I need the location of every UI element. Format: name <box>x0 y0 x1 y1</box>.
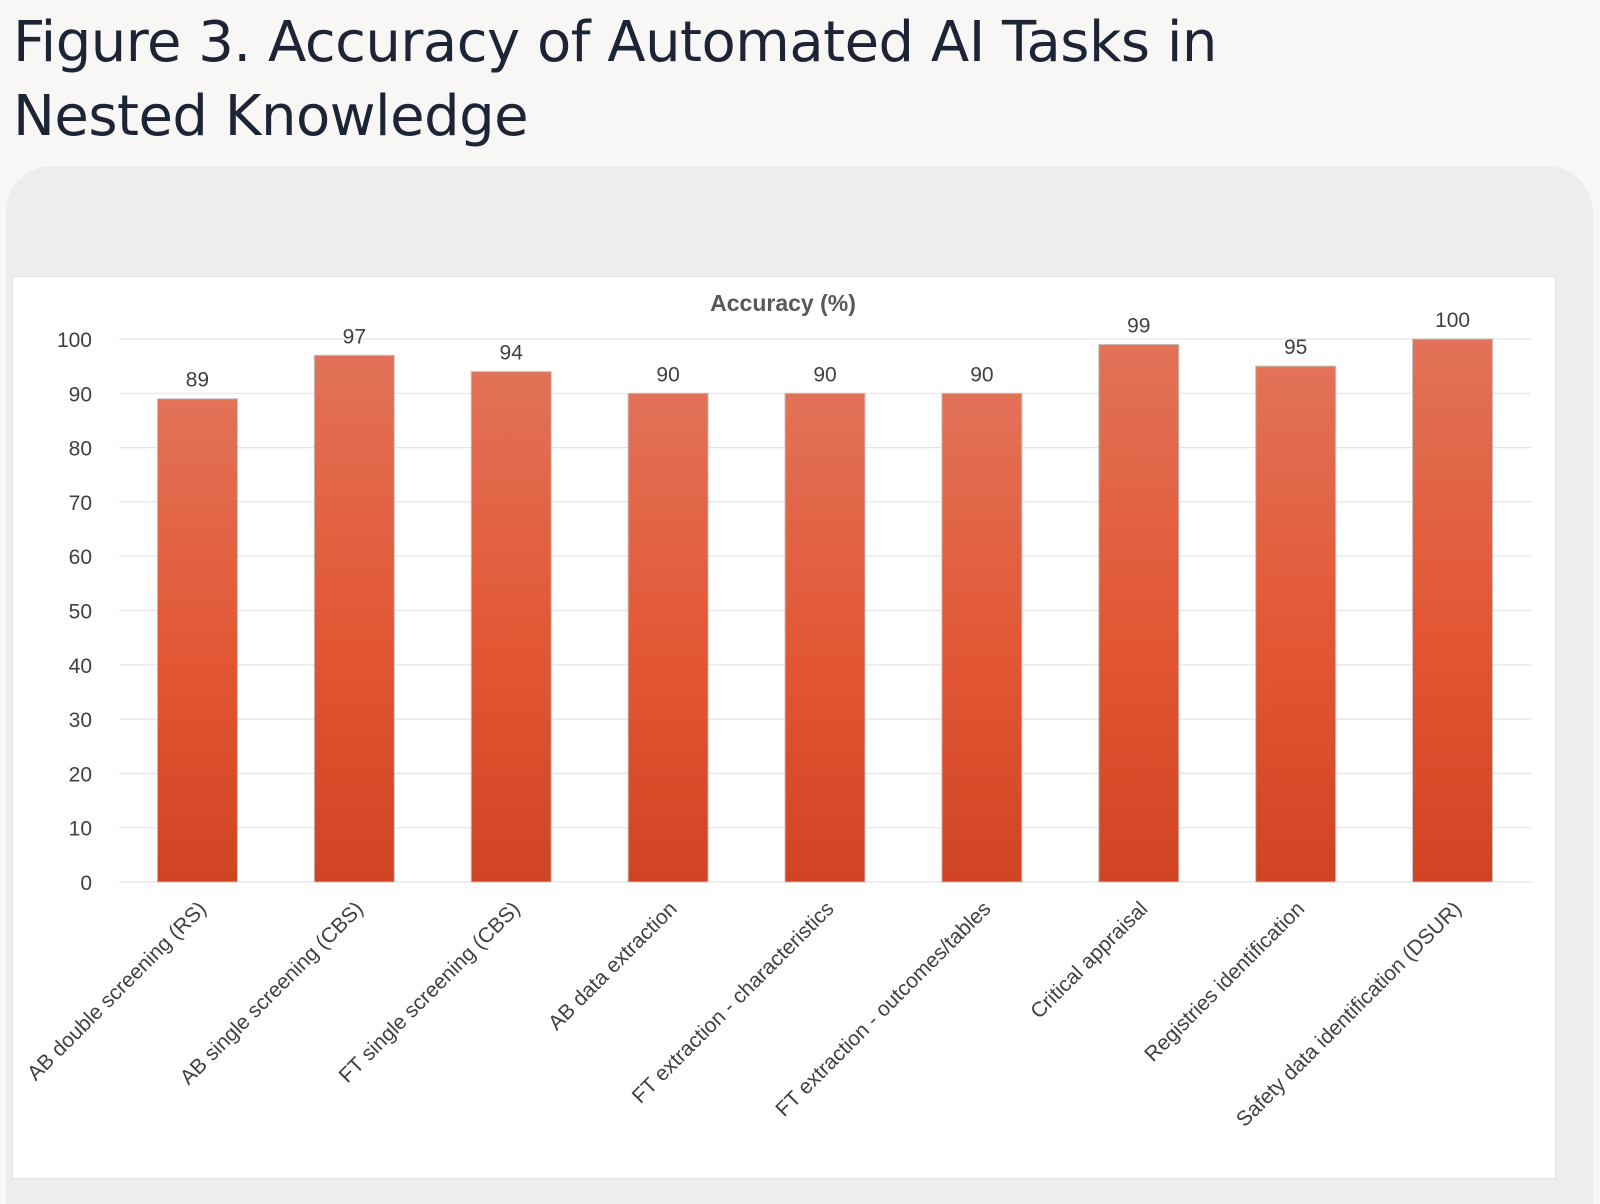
x-axis-labels: AB double screening (RS)AB single screen… <box>23 897 1466 1131</box>
bar <box>1412 338 1494 883</box>
data-label: 90 <box>813 363 836 386</box>
bar <box>941 392 1023 883</box>
bar <box>1098 343 1180 883</box>
x-tick-label: AB double screening (RS) <box>23 897 211 1085</box>
x-tick-label: AB data extraction <box>544 897 682 1035</box>
data-label: 95 <box>1284 336 1307 359</box>
bar-chart: Accuracy (%) 0 10 20 30 40 50 60 70 80 90 100 89 97… <box>23 290 1531 1131</box>
y-tick-label: 20 <box>69 763 92 786</box>
y-tick-label: 60 <box>69 546 92 569</box>
data-labels: 89 97 94 90 90 90 99 95 100 <box>186 309 1470 392</box>
figure-title: Figure 3. Accuracy of Automated AI Tasks… <box>13 10 1217 149</box>
y-tick-label: 100 <box>57 329 92 352</box>
data-label: 97 <box>343 325 366 348</box>
data-label: 100 <box>1435 309 1470 332</box>
data-label: 90 <box>656 363 679 386</box>
y-tick-label: 90 <box>69 383 92 406</box>
bar <box>156 398 238 883</box>
bar <box>470 371 552 883</box>
y-tick-label: 80 <box>69 438 92 461</box>
x-tick-label: AB single screening (CBS) <box>176 897 368 1089</box>
data-label: 94 <box>500 342 524 365</box>
y-tick-label: 30 <box>69 709 92 732</box>
y-tick-label: 10 <box>69 818 92 841</box>
data-label: 99 <box>1127 314 1150 337</box>
bar <box>313 354 395 883</box>
y-tick-label: 0 <box>80 872 92 895</box>
y-tick-label: 70 <box>69 492 92 515</box>
bar <box>784 392 866 883</box>
bar <box>627 392 709 883</box>
y-axis-ticks: 0 10 20 30 40 50 60 70 80 90 100 <box>57 329 92 895</box>
y-tick-label: 50 <box>69 601 92 624</box>
bars <box>156 338 1494 883</box>
data-label: 89 <box>186 369 209 392</box>
chart-frame: Accuracy (%) 0 10 20 30 40 50 60 70 80 90 100 89 97… <box>12 276 1556 1179</box>
x-tick-label: FT single screening (CBS) <box>335 897 525 1087</box>
bar <box>1255 365 1337 883</box>
chart-title: Accuracy (%) <box>710 290 856 316</box>
x-tick-label: Registries identification <box>1140 897 1309 1066</box>
x-tick-label: Critical appraisal <box>1026 897 1152 1023</box>
data-label: 90 <box>970 363 993 386</box>
y-tick-label: 40 <box>69 655 92 678</box>
